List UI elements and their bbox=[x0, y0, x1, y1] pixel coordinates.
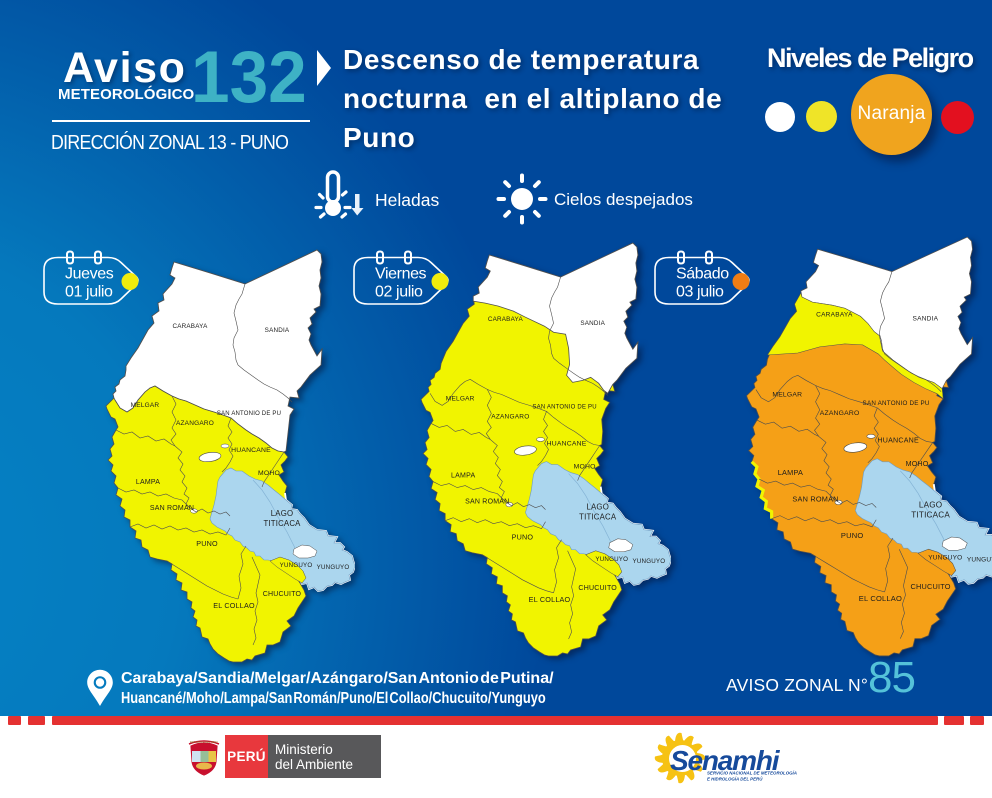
svg-text:YUNGUYO: YUNGUYO bbox=[595, 556, 628, 563]
svg-text:TITICACA: TITICACA bbox=[911, 511, 950, 520]
svg-text:PUNO: PUNO bbox=[841, 531, 864, 540]
svg-text:YUNGUYO: YUNGUYO bbox=[928, 554, 962, 561]
svg-text:TITICACA: TITICACA bbox=[579, 513, 617, 522]
svg-text:HUANCANE: HUANCANE bbox=[877, 438, 919, 445]
svg-text:CHUCUITO: CHUCUITO bbox=[578, 585, 617, 592]
svg-text:CARABAYA: CARABAYA bbox=[173, 323, 209, 330]
svg-text:CARABAYA: CARABAYA bbox=[488, 316, 524, 323]
svg-text:PUNO: PUNO bbox=[196, 539, 218, 548]
svg-text:01 julio: 01 julio bbox=[65, 284, 113, 301]
svg-text:SANDIA: SANDIA bbox=[913, 316, 939, 323]
svg-text:SANDIA: SANDIA bbox=[580, 320, 605, 327]
svg-text:LAMPA: LAMPA bbox=[451, 473, 475, 480]
svg-text:TITICACA: TITICACA bbox=[263, 519, 301, 528]
svg-text:EL COLLAO: EL COLLAO bbox=[529, 595, 571, 604]
svg-text:Senamhi: Senamhi bbox=[670, 745, 781, 776]
svg-text:SERVICIO NACIONAL DE METEOROLO: SERVICIO NACIONAL DE METEOROLOGÍA bbox=[707, 771, 797, 776]
svg-text:AZANGARO: AZANGARO bbox=[491, 413, 529, 420]
svg-text:EL COLLAO: EL COLLAO bbox=[213, 601, 255, 610]
svg-text:SAN ROMAN: SAN ROMAN bbox=[150, 505, 194, 512]
svg-text:LAGO: LAGO bbox=[586, 503, 609, 512]
svg-text:E HIDROLOGÍA DEL PERÚ: E HIDROLOGÍA DEL PERÚ bbox=[707, 777, 763, 782]
svg-text:REPUBLICA DEL PERU: REPUBLICA DEL PERU bbox=[190, 740, 218, 744]
svg-text:MOHO: MOHO bbox=[906, 461, 929, 468]
svg-text:MELGAR: MELGAR bbox=[772, 392, 802, 399]
svg-text:PUNO: PUNO bbox=[512, 533, 534, 542]
svg-text:MELGAR: MELGAR bbox=[446, 395, 475, 402]
svg-text:YUNGUYO: YUNGUYO bbox=[633, 558, 666, 565]
svg-text:CHUCUITO: CHUCUITO bbox=[263, 591, 302, 598]
svg-text:CARABAYA: CARABAYA bbox=[816, 311, 853, 318]
svg-text:LAMPA: LAMPA bbox=[778, 468, 803, 477]
svg-text:LAGO: LAGO bbox=[919, 501, 942, 510]
svg-text:EL COLLAO: EL COLLAO bbox=[859, 594, 902, 603]
svg-text:AZANGARO: AZANGARO bbox=[820, 410, 860, 417]
svg-text:MELGAR: MELGAR bbox=[131, 402, 160, 409]
svg-text:SAN ROMAN: SAN ROMAN bbox=[465, 499, 509, 506]
svg-text:SAN ANTONIO DE PU: SAN ANTONIO DE PU bbox=[532, 404, 596, 410]
svg-text:LAGO: LAGO bbox=[271, 509, 293, 518]
svg-text:YUNGUYO: YUNGUYO bbox=[967, 556, 992, 563]
svg-text:SAN ROMAN: SAN ROMAN bbox=[792, 495, 838, 504]
svg-text:AZANGARO: AZANGARO bbox=[176, 420, 214, 427]
svg-text:YUNGUYO: YUNGUYO bbox=[317, 564, 350, 571]
svg-text:SAN ANTONIO DE PU: SAN ANTONIO DE PU bbox=[863, 400, 930, 407]
svg-text:Jueves: Jueves bbox=[65, 266, 114, 283]
svg-text:HUANCANE: HUANCANE bbox=[547, 440, 587, 447]
svg-text:Sábado: Sábado bbox=[676, 266, 729, 283]
svg-text:SANDIA: SANDIA bbox=[265, 327, 290, 334]
svg-text:HUANCANE: HUANCANE bbox=[231, 447, 271, 454]
svg-text:YUNGUYO: YUNGUYO bbox=[280, 562, 313, 569]
svg-text:LAMPA: LAMPA bbox=[136, 479, 160, 486]
svg-text:MOHO: MOHO bbox=[574, 464, 596, 471]
svg-text:SAN ANTONIO DE PU: SAN ANTONIO DE PU bbox=[217, 411, 281, 417]
svg-text:CHUCUITO: CHUCUITO bbox=[911, 582, 951, 591]
svg-text:MOHO: MOHO bbox=[258, 470, 280, 477]
svg-text:03 julio: 03 julio bbox=[676, 284, 724, 301]
svg-text:02 julio: 02 julio bbox=[375, 284, 423, 301]
svg-text:Viernes: Viernes bbox=[375, 266, 427, 283]
